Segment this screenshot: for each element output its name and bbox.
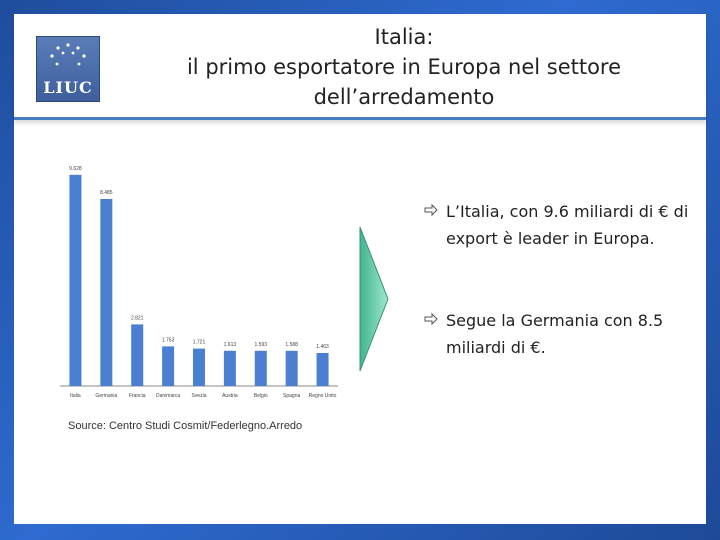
bullet-text-2: Segue la Germania con 8.5 miliardi di €. <box>446 311 664 357</box>
value-label: 8.485 <box>100 190 113 196</box>
bar-danimarca <box>162 346 175 386</box>
category-label: Danimarca <box>156 393 180 399</box>
bar-italia <box>69 174 82 386</box>
source-note: Source: Centro Studi Cosmit/Federlegno.A… <box>68 420 303 432</box>
bar-regno-unito <box>316 353 329 386</box>
arrow-bullet-icon <box>424 203 438 217</box>
slide: LIUC Italia: il primo esportatore in Eur… <box>14 14 706 524</box>
category-label: Belgio <box>254 393 268 399</box>
bullet-item-1: L’Italia, con 9.6 miliardi di € di expor… <box>424 198 698 252</box>
title-line-1: Italia: <box>374 25 434 49</box>
value-label: 9.628 <box>69 166 82 172</box>
category-label: Austria <box>222 393 238 399</box>
category-label: Italia <box>70 393 81 399</box>
category-label: Germania <box>95 393 117 399</box>
bar-belgio <box>254 350 267 386</box>
title-line-3: dell’arredamento <box>313 85 495 109</box>
bar-francia <box>131 324 144 386</box>
category-label: Regno Unito <box>309 393 337 399</box>
bar-germania <box>100 199 113 386</box>
bar-spagna <box>285 350 298 386</box>
bullet-item-2: Segue la Germania con 8.5 miliardi di €. <box>424 307 698 361</box>
chevron-arrow-icon <box>359 226 389 372</box>
value-label: 1.593 <box>255 342 268 348</box>
value-label: 1.753 <box>162 337 175 343</box>
value-label: 1.588 <box>285 342 298 348</box>
value-label: 2.821 <box>131 315 144 321</box>
bar-svezia <box>193 348 205 386</box>
header: LIUC Italia: il primo esportatore in Eur… <box>14 14 706 120</box>
value-label: 1.463 <box>316 344 329 350</box>
liuc-logo: LIUC <box>36 36 100 102</box>
bar-austria <box>223 350 236 386</box>
logo-text: LIUC <box>43 78 93 97</box>
value-label: 1.613 <box>224 342 237 348</box>
page-title: Italia: il primo esportatore in Europa n… <box>124 22 684 112</box>
arrow-bullet-icon <box>424 312 438 326</box>
bar-chart-svg: 9.628 Italia 8.485 Germania 2.821 Francia 1.75… <box>60 166 338 399</box>
category-label: Francia <box>129 393 146 399</box>
title-line-2: il primo esportatore in Europa nel setto… <box>186 55 622 79</box>
bullet-list: L’Italia, con 9.6 miliardi di € di expor… <box>424 198 698 361</box>
category-label: Svezia <box>191 393 206 399</box>
bullet-text-1: L’Italia, con 9.6 miliardi di € di expor… <box>446 202 689 248</box>
bar-chart: 9.628 Italia 8.485 Germania 2.821 Francia 1.75… <box>54 142 344 402</box>
value-label: 1.721 <box>193 340 206 346</box>
stars-icon <box>50 43 86 66</box>
category-label: Spagna <box>283 393 300 399</box>
